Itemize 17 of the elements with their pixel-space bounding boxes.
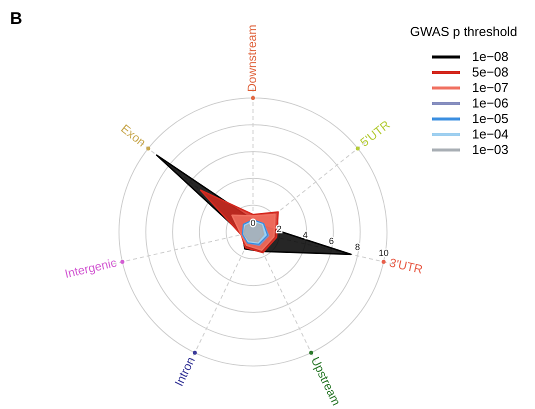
legend-label: 1e−04 — [472, 126, 509, 142]
legend-label: 5e−08 — [472, 64, 509, 80]
y-tick-label: 6 — [328, 236, 334, 246]
legend-label: 1e−03 — [472, 142, 509, 157]
spoke-label: 3'UTR — [388, 256, 424, 277]
legend-label: 1e−06 — [472, 96, 509, 110]
y-tick-label: 0 — [250, 218, 256, 228]
spoke-label: Intergenic — [63, 256, 118, 281]
legend-label: 1e−07 — [472, 80, 509, 95]
spoke-label: Downstream — [245, 24, 260, 92]
y-tick-label: 8 — [355, 242, 360, 252]
legend-label: 1e−08 — [472, 49, 509, 64]
y-tick-label: 10 — [378, 248, 389, 258]
legend-label: 1e−05 — [472, 111, 509, 126]
legend-title: GWAS p threshold — [410, 24, 518, 39]
y-tick-label: 4 — [302, 230, 308, 240]
text: B — [10, 9, 22, 28]
